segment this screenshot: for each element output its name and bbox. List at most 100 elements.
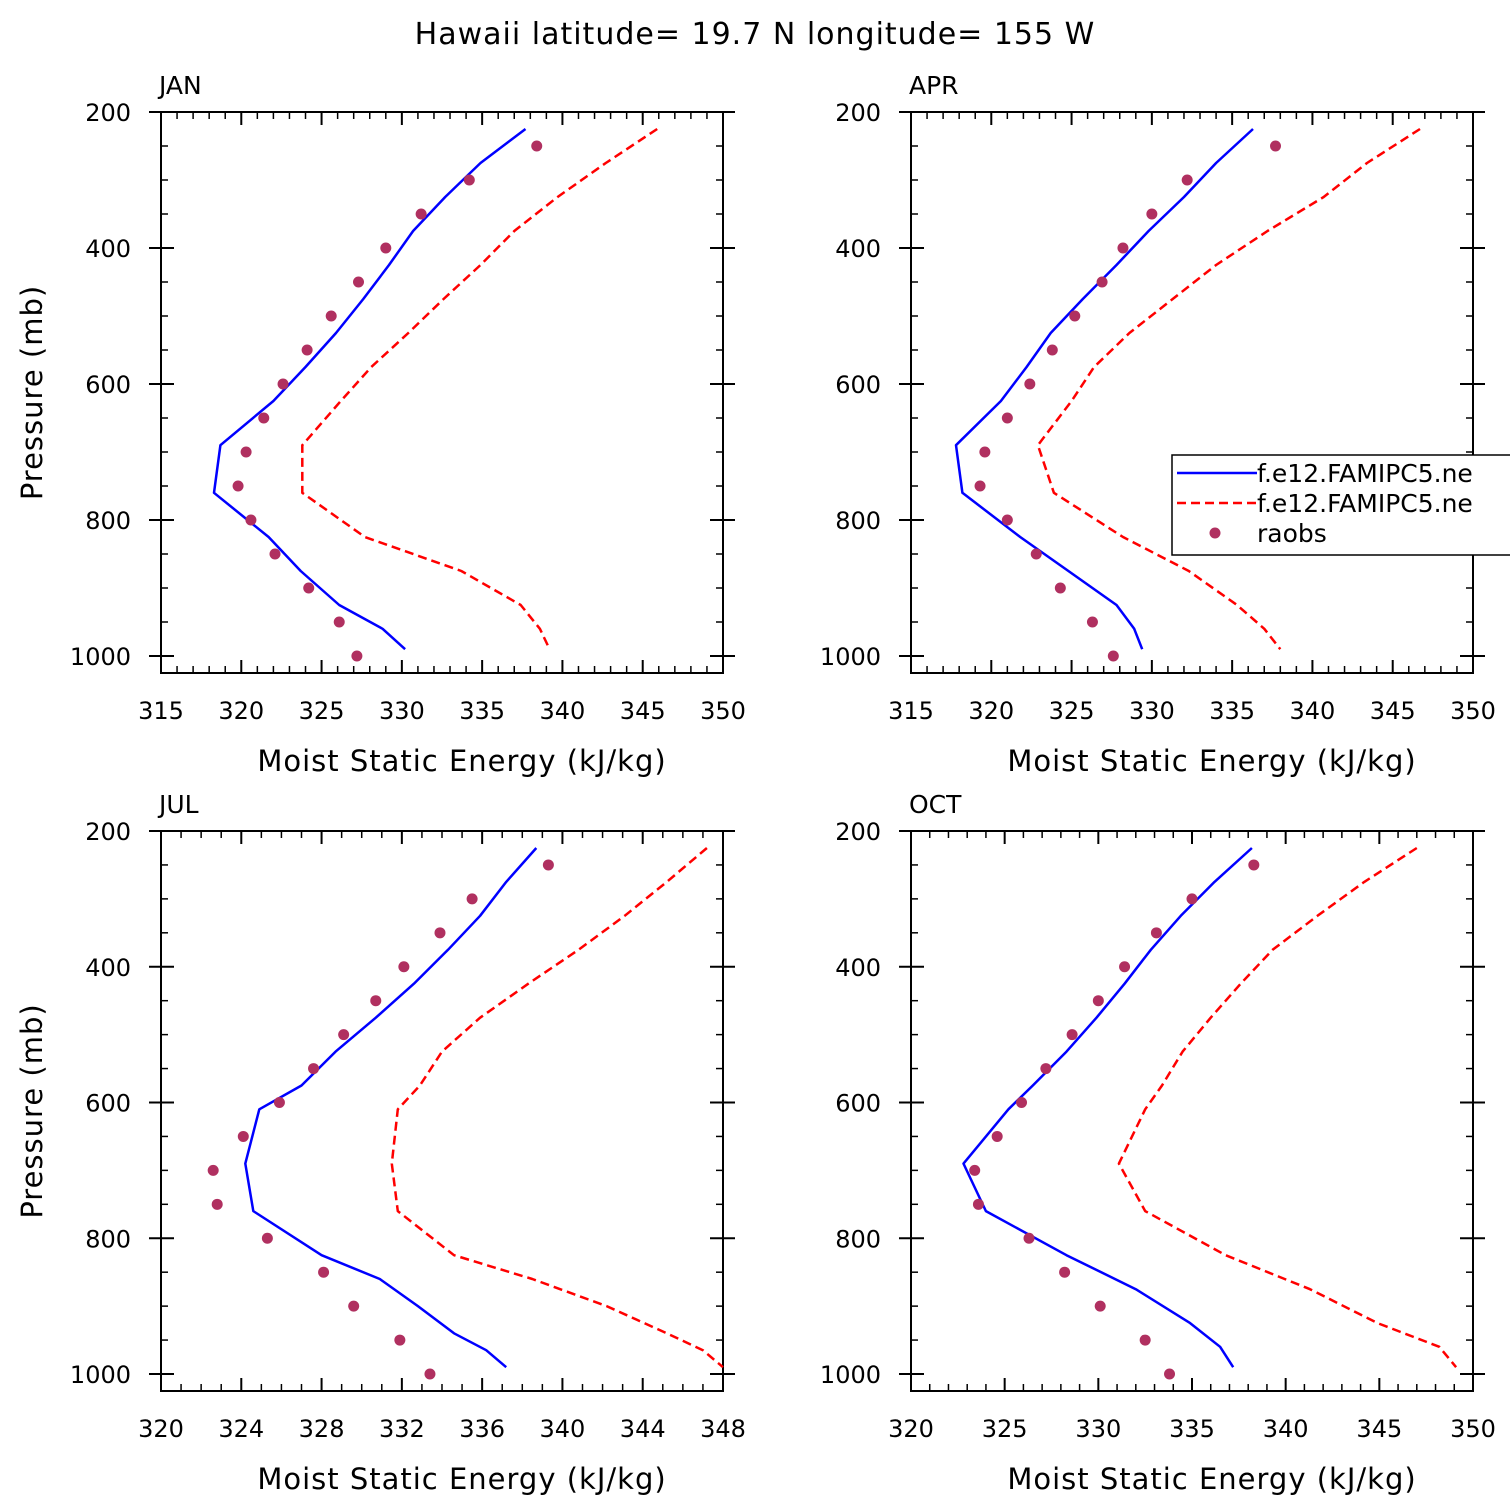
x-tick-label: 335 xyxy=(1209,697,1255,725)
raobs-point xyxy=(1069,310,1081,322)
x-tick-label: 340 xyxy=(1263,1415,1309,1443)
raobs-point xyxy=(1024,378,1036,390)
x-tick-label: 345 xyxy=(1356,1415,1402,1443)
panel-oct: OCT 320 325 330 335 340 345 350 200 400 600 800 1000… xyxy=(820,790,1496,1496)
y-tick-label: 400 xyxy=(85,954,131,982)
x-tick-label: 320 xyxy=(888,1415,934,1443)
raobs-point xyxy=(318,1266,330,1278)
panel-label: APR xyxy=(909,71,959,100)
raobs-point xyxy=(979,446,991,458)
raobs-point xyxy=(398,961,410,973)
x-tick-label: 345 xyxy=(1370,697,1416,725)
y-tick-label: 600 xyxy=(85,371,131,399)
raobs-point xyxy=(273,1097,285,1108)
raobs-point xyxy=(1117,242,1129,254)
x-axis-title: Moist Static Energy (kJ/kg) xyxy=(1007,1462,1416,1496)
raobs-point xyxy=(207,1164,219,1176)
y-tick-label: 1000 xyxy=(70,1361,131,1389)
x-tick-label: 325 xyxy=(299,697,345,725)
x-tick-label: 324 xyxy=(218,1415,264,1443)
raobs-point xyxy=(333,616,345,628)
model-a-line xyxy=(962,847,1253,1368)
raobs-point xyxy=(1269,140,1281,152)
raobs-point xyxy=(466,893,478,905)
raobs-point xyxy=(353,276,365,288)
x-tick-label: 315 xyxy=(138,697,184,725)
model-a-line xyxy=(244,847,538,1369)
y-tick-label: 400 xyxy=(835,954,881,982)
y-tick-label: 800 xyxy=(85,507,131,535)
raobs-point xyxy=(380,242,392,254)
legend-marker xyxy=(1209,527,1221,539)
model-a-line xyxy=(954,128,1254,650)
y-tick-label: 200 xyxy=(85,818,131,846)
raobs-point xyxy=(1094,1300,1106,1312)
model-b-line xyxy=(390,847,724,1369)
x-tick-label: 336 xyxy=(459,1415,505,1443)
raobs-point xyxy=(1016,1097,1028,1108)
raobs-point xyxy=(1107,650,1119,662)
panel-label: OCT xyxy=(909,790,962,819)
raobs-point xyxy=(232,480,244,492)
y-tick-label: 800 xyxy=(835,507,881,535)
raobs-point xyxy=(991,1130,1003,1142)
x-tick-label: 344 xyxy=(620,1415,666,1443)
x-tick-label: 340 xyxy=(540,1415,586,1443)
raobs-point xyxy=(531,140,543,152)
raobs-point xyxy=(1186,893,1198,905)
x-axis-title: Moist Static Energy (kJ/kg) xyxy=(1007,744,1416,778)
y-tick-label: 400 xyxy=(835,235,881,263)
raobs-point xyxy=(1248,859,1260,871)
x-tick-label: 320 xyxy=(138,1415,184,1443)
y-tick-label: 400 xyxy=(85,235,131,263)
y-tick-label: 1000 xyxy=(70,643,131,671)
raobs-point xyxy=(1086,616,1098,628)
raobs-point xyxy=(415,208,427,220)
model-b-line xyxy=(301,127,658,650)
raobs-point xyxy=(969,1164,981,1176)
plot-frame xyxy=(160,830,724,1392)
x-tick-label: 325 xyxy=(1049,697,1095,725)
panel-jan: JAN 315 320 325 330 335 340 345 350 200 400 600 800 1… xyxy=(15,71,746,778)
raobs-point xyxy=(394,1334,406,1346)
y-axis-title: Pressure (mb) xyxy=(15,1003,49,1218)
raobs-point xyxy=(542,859,554,871)
x-tick-label: 330 xyxy=(1129,697,1175,725)
y-tick-label: 1000 xyxy=(820,1361,881,1389)
raobs-point xyxy=(240,446,252,458)
x-tick-label: 350 xyxy=(700,697,746,725)
legend-label: raobs xyxy=(1257,519,1327,548)
panel-label: JUL xyxy=(157,790,199,819)
x-tick-label: 335 xyxy=(459,697,505,725)
x-tick-label: 350 xyxy=(1450,1415,1496,1443)
y-tick-label: 600 xyxy=(835,1090,881,1118)
raobs-point xyxy=(1181,174,1193,186)
raobs-point xyxy=(1046,344,1058,356)
raobs-point xyxy=(325,310,337,322)
raobs-point xyxy=(1059,1266,1071,1278)
raobs-point xyxy=(1092,995,1104,1007)
panel-apr: APR 315 320 325 330 335 340 345 350 200 400 600 800 1… xyxy=(820,71,1496,778)
legend-label: f.e12.FAMIPC5.ne xyxy=(1257,489,1473,518)
y-tick-label: 800 xyxy=(85,1225,131,1253)
raobs-point xyxy=(1119,961,1131,973)
plot-frame xyxy=(160,111,724,674)
x-axis-title: Moist Static Energy (kJ/kg) xyxy=(257,1462,666,1496)
raobs-point xyxy=(370,995,382,1007)
x-tick-label: 340 xyxy=(540,697,586,725)
y-axis-title: Pressure (mb) xyxy=(15,285,49,500)
raobs-point xyxy=(301,344,313,356)
y-tick-label: 200 xyxy=(835,99,881,127)
x-tick-label: 330 xyxy=(1075,1415,1121,1443)
raobs-point xyxy=(277,378,289,390)
model-b-line xyxy=(1117,846,1458,1368)
raobs-point xyxy=(245,514,257,526)
y-tick-label: 200 xyxy=(85,99,131,127)
y-tick-label: 600 xyxy=(835,371,881,399)
x-tick-label: 348 xyxy=(700,1415,746,1443)
plot-frame xyxy=(910,830,1474,1392)
x-tick-label: 315 xyxy=(888,697,934,725)
raobs-point xyxy=(237,1130,249,1142)
raobs-point xyxy=(1150,927,1162,939)
